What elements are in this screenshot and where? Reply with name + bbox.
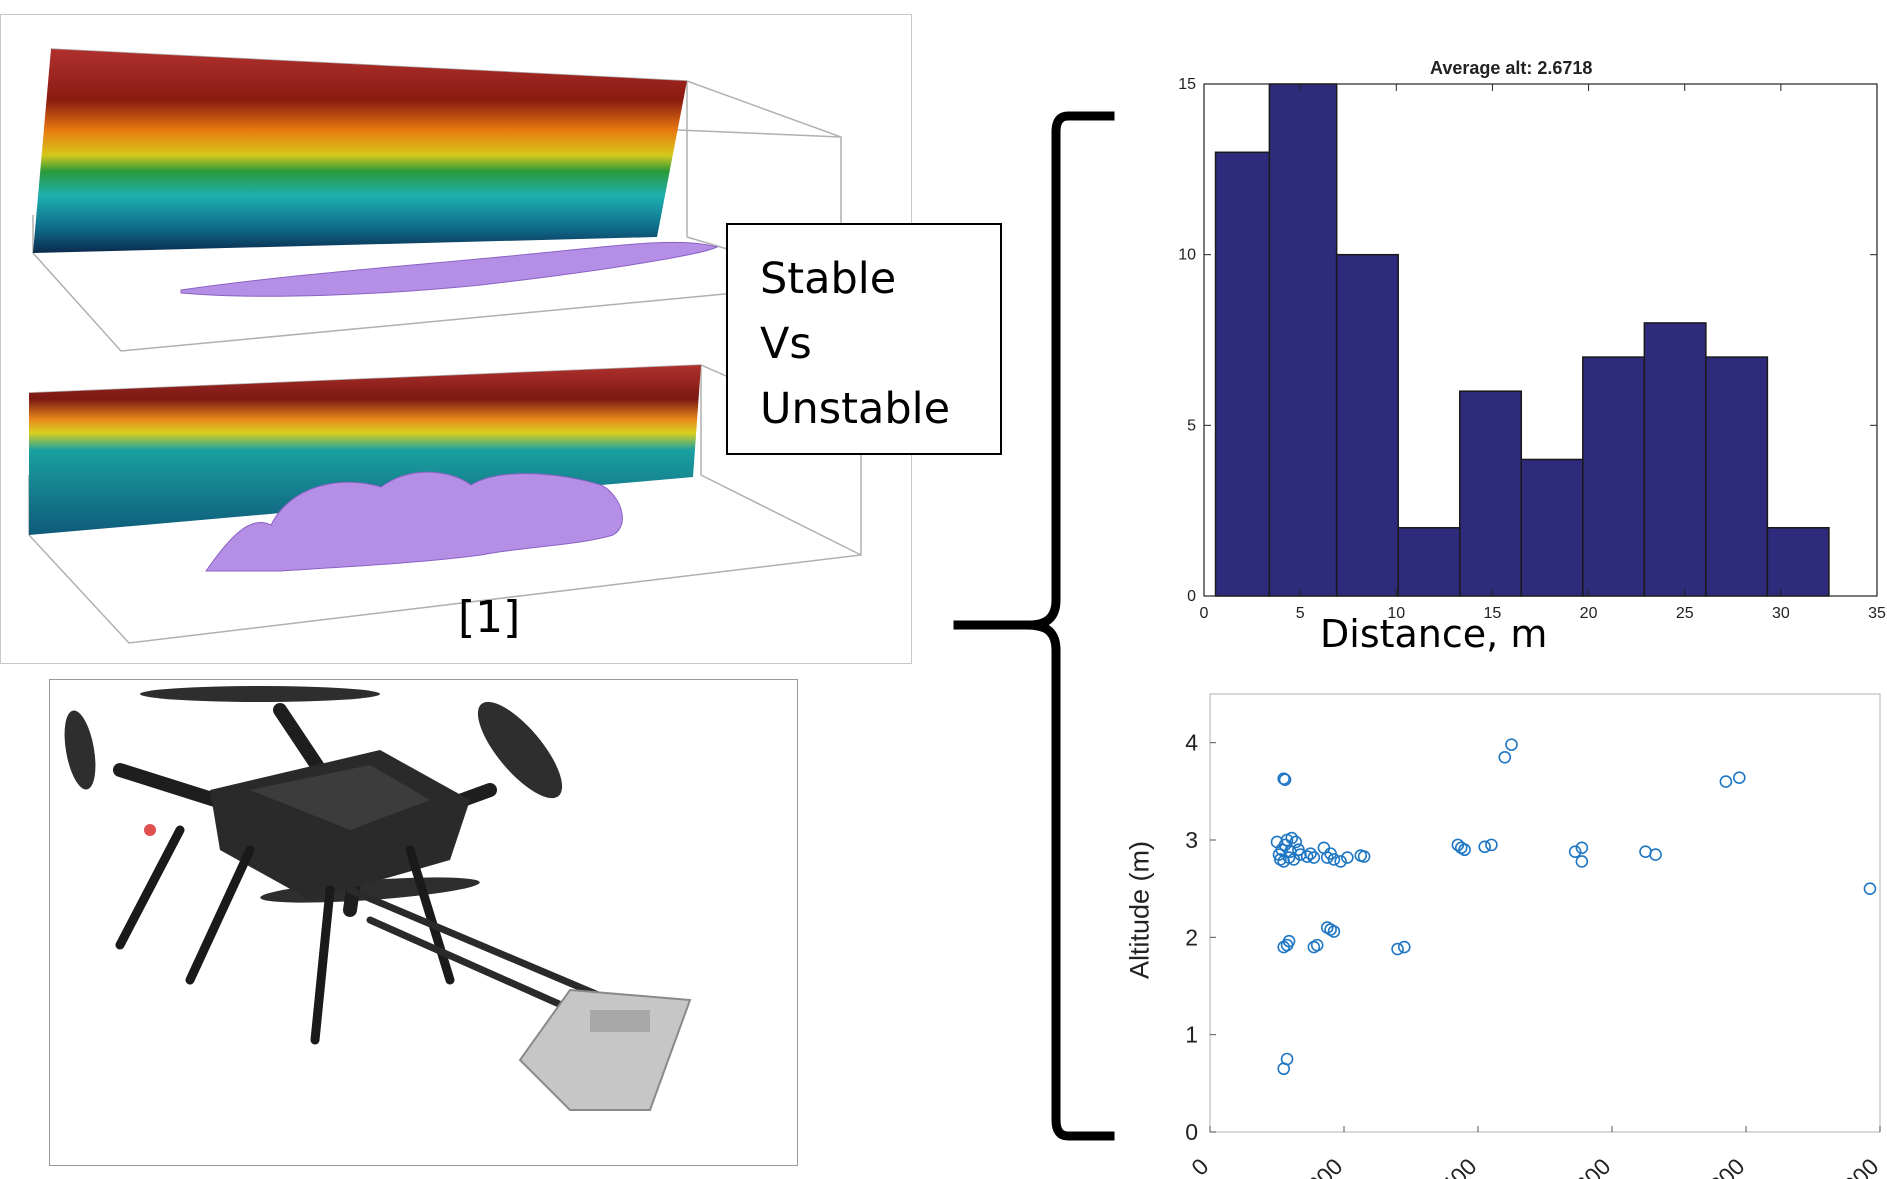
x-tick-label: 600 xyxy=(1570,1153,1616,1179)
y-tick-label: 3 xyxy=(1185,827,1198,853)
scatter-point xyxy=(1300,850,1314,863)
stable-vs-unstable-box: Stable Vs Unstable xyxy=(726,223,1002,455)
scatter-point xyxy=(1278,773,1292,786)
scatter-point xyxy=(1280,1052,1294,1066)
stability-simulation-illustration xyxy=(28,48,862,644)
x-tick-label: 10 xyxy=(1387,605,1405,620)
scatter-chart: 0 1 2 3 4 0 200 400 600 800 1000 xyxy=(1185,693,1884,1179)
scatter-point xyxy=(1327,853,1341,866)
y-tick-label: 1 xyxy=(1185,1022,1198,1048)
histogram-bar xyxy=(1520,458,1584,597)
scatter-point xyxy=(1505,738,1518,751)
scatter-point xyxy=(1649,848,1662,861)
histogram-bar xyxy=(1397,526,1461,597)
sensor-housing xyxy=(518,988,692,1111)
scatter-axes-box xyxy=(1209,693,1881,1133)
scatter-point xyxy=(1732,771,1746,785)
y-tick-label: 0 xyxy=(1185,1119,1198,1145)
histogram-bar xyxy=(1705,356,1769,597)
histogram-chart: 0 5 10 15 20 25 30 35 0 5 10 15 xyxy=(1178,76,1886,620)
scatter-point xyxy=(1391,942,1404,956)
y-tick-label: 2 xyxy=(1185,924,1198,950)
curly-brace-icon xyxy=(953,111,1115,1141)
x-tick-label: 35 xyxy=(1868,605,1886,620)
stable-velocity-slice xyxy=(33,49,687,253)
unstable-plume xyxy=(205,471,623,572)
x-tick-label: 15 xyxy=(1484,605,1502,620)
x-tick-label: 0 xyxy=(1186,1153,1213,1179)
y-tick-label: 10 xyxy=(1178,247,1196,264)
histogram-bar xyxy=(1582,356,1646,597)
x-tick-label: 25 xyxy=(1676,605,1694,620)
scatter-point xyxy=(1498,750,1512,764)
histogram-bar xyxy=(1458,390,1523,597)
rotor-blade xyxy=(140,686,380,702)
reference-label: [1] xyxy=(458,592,521,643)
scatter-point xyxy=(1307,851,1321,864)
scatter-point xyxy=(1719,775,1733,788)
scatter-point xyxy=(1304,847,1317,860)
x-tick-label: 800 xyxy=(1704,1153,1750,1179)
histogram-bar xyxy=(1766,526,1830,597)
scatter-point xyxy=(1485,838,1498,852)
scatter-point xyxy=(1334,855,1347,868)
box-line-3: Unstable xyxy=(760,384,951,434)
y-tick-label: 15 xyxy=(1178,76,1196,93)
x-tick-label: 1000 xyxy=(1829,1153,1884,1179)
scatter-point xyxy=(1327,925,1341,938)
scatter-point xyxy=(1285,831,1299,845)
x-tick-label: 400 xyxy=(1436,1153,1482,1179)
histogram-axes-box xyxy=(1203,83,1878,597)
y-tick-label: 4 xyxy=(1185,730,1198,756)
scatter-point xyxy=(1320,851,1334,864)
scatter-point xyxy=(1568,845,1582,858)
quadcopter-drone-icon xyxy=(64,686,692,1111)
x-tick-label: 200 xyxy=(1302,1153,1348,1179)
box-line-1: Stable xyxy=(760,254,897,304)
x-tick-label: 5 xyxy=(1296,605,1305,620)
x-tick-label: 20 xyxy=(1580,605,1598,620)
scatter-point xyxy=(1398,940,1411,954)
histogram-x-axis-label: Distance, m xyxy=(1320,612,1548,656)
scatter-point xyxy=(1282,934,1296,948)
unstable-velocity-slice xyxy=(29,365,701,535)
box-line-2: Vs xyxy=(760,319,812,369)
scatter-point xyxy=(1458,843,1471,857)
histogram-bar xyxy=(1335,253,1399,597)
scatter-point xyxy=(1294,848,1307,861)
scatter-point xyxy=(1289,835,1303,849)
scatter-point xyxy=(1478,840,1492,854)
rotor-blade xyxy=(64,710,96,790)
stable-plume xyxy=(180,241,719,297)
scatter-point xyxy=(1575,855,1589,868)
histogram-title: Average alt: 2.6718 xyxy=(1430,58,1593,78)
x-tick-label: 30 xyxy=(1772,605,1790,620)
histogram-bar xyxy=(1214,151,1271,597)
rotor-blade xyxy=(477,701,563,799)
scatter-point xyxy=(1863,882,1877,895)
drone-photo-panel xyxy=(49,679,798,1166)
scatter-y-axis-label: Altitude (m) xyxy=(1124,840,1155,980)
x-tick-label: 0 xyxy=(1200,605,1209,620)
histogram-bar xyxy=(1643,322,1707,597)
y-tick-label: 5 xyxy=(1187,417,1196,434)
scatter-point xyxy=(1575,841,1589,855)
y-tick-label: 0 xyxy=(1187,588,1196,605)
scatter-point xyxy=(1310,938,1324,952)
scatter-point xyxy=(1341,851,1354,864)
scatter-point xyxy=(1357,850,1371,863)
histogram-bar xyxy=(1268,83,1338,597)
